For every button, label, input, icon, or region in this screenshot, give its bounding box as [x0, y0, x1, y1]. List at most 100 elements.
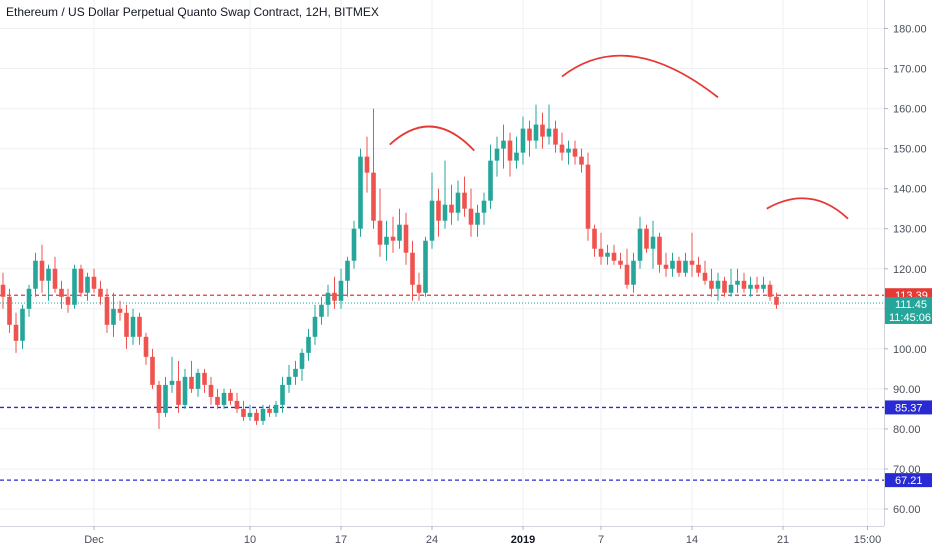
candle-body[interactable]	[0, 284, 6, 297]
candle-body[interactable]	[761, 284, 766, 289]
candle-body[interactable]	[137, 316, 142, 337]
arc-right-shoulder[interactable]	[766, 197, 849, 220]
candle-body[interactable]	[689, 260, 695, 265]
candle-body[interactable]	[416, 284, 422, 293]
candle-body[interactable]	[566, 148, 571, 153]
candle-body[interactable]	[709, 280, 714, 289]
candle-body[interactable]	[774, 296, 779, 305]
candle-body[interactable]	[7, 296, 12, 325]
candle-body[interactable]	[384, 236, 389, 245]
candle-body[interactable]	[559, 144, 565, 153]
candle-body[interactable]	[585, 164, 591, 229]
candle-body[interactable]	[228, 392, 233, 401]
candle-body[interactable]	[208, 384, 214, 397]
candle-body[interactable]	[358, 156, 363, 229]
candle-body[interactable]	[624, 264, 630, 285]
candle-body[interactable]	[111, 308, 116, 325]
candle-body[interactable]	[20, 308, 25, 341]
candle-body[interactable]	[423, 240, 428, 293]
candle-body[interactable]	[488, 160, 493, 201]
candle-body[interactable]	[403, 224, 409, 253]
candle-body[interactable]	[735, 280, 740, 285]
candle-body[interactable]	[59, 288, 64, 297]
arc-left-shoulder[interactable]	[389, 125, 475, 152]
candle-body[interactable]	[702, 272, 708, 281]
candle-body[interactable]	[338, 280, 344, 301]
candle-body[interactable]	[520, 128, 526, 153]
candle-body[interactable]	[241, 408, 246, 417]
candle-body[interactable]	[377, 220, 383, 245]
candle-body[interactable]	[52, 268, 58, 289]
candle-body[interactable]	[618, 260, 623, 265]
candle-body[interactable]	[501, 140, 506, 149]
candle-body[interactable]	[410, 252, 415, 285]
candle-body[interactable]	[527, 128, 532, 141]
candle-body[interactable]	[475, 212, 480, 225]
candle-body[interactable]	[13, 324, 19, 341]
candle-body[interactable]	[85, 276, 90, 293]
candle-body[interactable]	[741, 280, 747, 289]
candle-body[interactable]	[605, 252, 610, 257]
candle-body[interactable]	[722, 280, 727, 293]
candle-body[interactable]	[683, 260, 688, 273]
arc-head[interactable]	[561, 54, 719, 99]
candle-body[interactable]	[26, 288, 32, 309]
candle-body[interactable]	[325, 292, 331, 305]
candle-body[interactable]	[247, 412, 253, 417]
candle-body[interactable]	[91, 276, 97, 289]
candle-body[interactable]	[117, 308, 123, 313]
candle-body[interactable]	[696, 264, 701, 273]
candle-body[interactable]	[273, 404, 279, 413]
candle-body[interactable]	[351, 228, 357, 261]
candle-body[interactable]	[644, 228, 649, 249]
candle-body[interactable]	[657, 236, 662, 265]
candle-body[interactable]	[553, 128, 558, 145]
candle-body[interactable]	[650, 236, 656, 249]
candle-body[interactable]	[130, 316, 136, 337]
candle-body[interactable]	[143, 336, 149, 357]
candle-body[interactable]	[215, 396, 220, 405]
candle-body[interactable]	[611, 252, 617, 261]
candle-body[interactable]	[33, 260, 38, 289]
candle-body[interactable]	[546, 128, 552, 137]
candle-body[interactable]	[254, 412, 259, 421]
candle-body[interactable]	[462, 192, 467, 209]
candle-body[interactable]	[319, 304, 324, 317]
candle-body[interactable]	[221, 392, 227, 405]
candle-body[interactable]	[364, 156, 370, 173]
candle-body[interactable]	[592, 228, 597, 249]
candle-body[interactable]	[72, 268, 77, 305]
candle-body[interactable]	[104, 296, 110, 325]
candle-body[interactable]	[78, 268, 84, 293]
candle-body[interactable]	[345, 260, 350, 281]
candle-body[interactable]	[455, 192, 461, 213]
candle-body[interactable]	[234, 400, 240, 409]
candle-body[interactable]	[280, 384, 285, 405]
candle-body[interactable]	[670, 260, 675, 269]
candle-body[interactable]	[332, 292, 337, 301]
candle-body[interactable]	[468, 208, 474, 225]
candle-body[interactable]	[390, 236, 396, 241]
candle-body[interactable]	[124, 312, 129, 337]
candle-body[interactable]	[169, 380, 175, 385]
candle-body[interactable]	[442, 204, 448, 221]
candle-body[interactable]	[371, 172, 376, 221]
candle-body[interactable]	[299, 352, 305, 369]
candle-body[interactable]	[728, 284, 734, 293]
candle-body[interactable]	[46, 268, 51, 281]
candle-body[interactable]	[189, 376, 194, 389]
candle-body[interactable]	[715, 280, 721, 289]
candle-body[interactable]	[631, 260, 636, 285]
candle-body[interactable]	[540, 124, 545, 137]
candle-body[interactable]	[533, 124, 539, 141]
candle-body[interactable]	[514, 152, 519, 161]
candle-body[interactable]	[98, 288, 103, 297]
candle-body[interactable]	[163, 384, 168, 413]
candle-body[interactable]	[150, 356, 155, 385]
candle-body[interactable]	[65, 296, 71, 305]
candle-body[interactable]	[637, 228, 643, 261]
candle-body[interactable]	[39, 260, 45, 281]
